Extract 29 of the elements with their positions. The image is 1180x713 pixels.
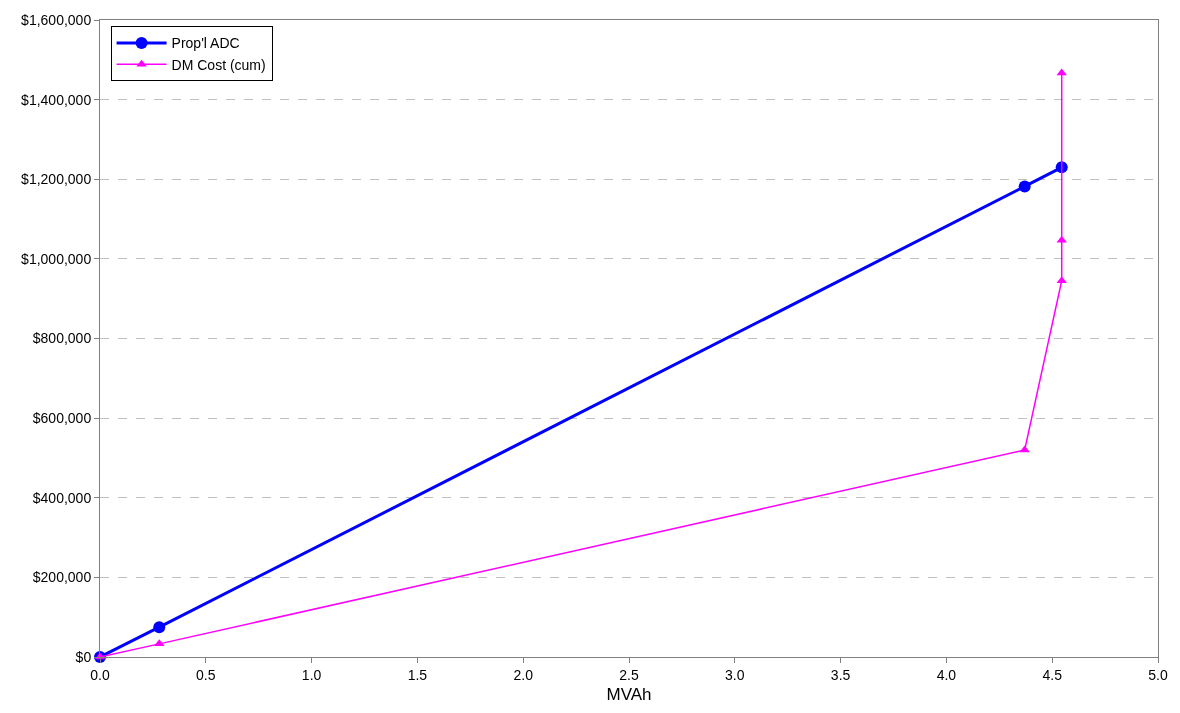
y-tick-label: $200,000 <box>32 569 92 586</box>
y-tick-label: $1,400,000 <box>21 91 92 108</box>
y-tick-label: $0 <box>75 648 92 665</box>
x-tick-label: 2.0 <box>513 666 534 683</box>
x-tick-label: 1.0 <box>301 666 322 683</box>
x-tick-label: 2.5 <box>619 666 639 683</box>
x-axis-title: MVAh <box>606 685 652 705</box>
point <box>1018 180 1031 193</box>
y-tick-label: $1,000,000 <box>21 250 92 267</box>
y-tick-label: $1,200,000 <box>21 171 92 188</box>
x-tick-label: 3.5 <box>830 666 851 683</box>
x-tick-label: 0.5 <box>196 666 216 683</box>
legend-label: Prop'l ADC <box>171 35 240 52</box>
point <box>154 639 165 647</box>
point <box>1056 276 1067 284</box>
y-tick-label: $400,000 <box>32 489 92 506</box>
point <box>1019 445 1030 453</box>
x-tick-label: 5.0 <box>1148 666 1168 683</box>
point <box>153 621 166 634</box>
x-tick-label: 4.0 <box>936 666 957 683</box>
x-tick-label: 0.0 <box>90 666 110 683</box>
point <box>1056 68 1067 76</box>
y-tick-label: $1,600,000 <box>21 11 92 28</box>
x-tick-label: 4.5 <box>1042 666 1063 683</box>
y-tick-label: $600,000 <box>32 410 92 427</box>
y-tick-label: $800,000 <box>32 330 92 347</box>
x-tick-label: 1.5 <box>407 666 428 683</box>
legend-label: DM Cost (cum) <box>171 56 266 73</box>
x-tick-label: 3.0 <box>725 666 745 683</box>
